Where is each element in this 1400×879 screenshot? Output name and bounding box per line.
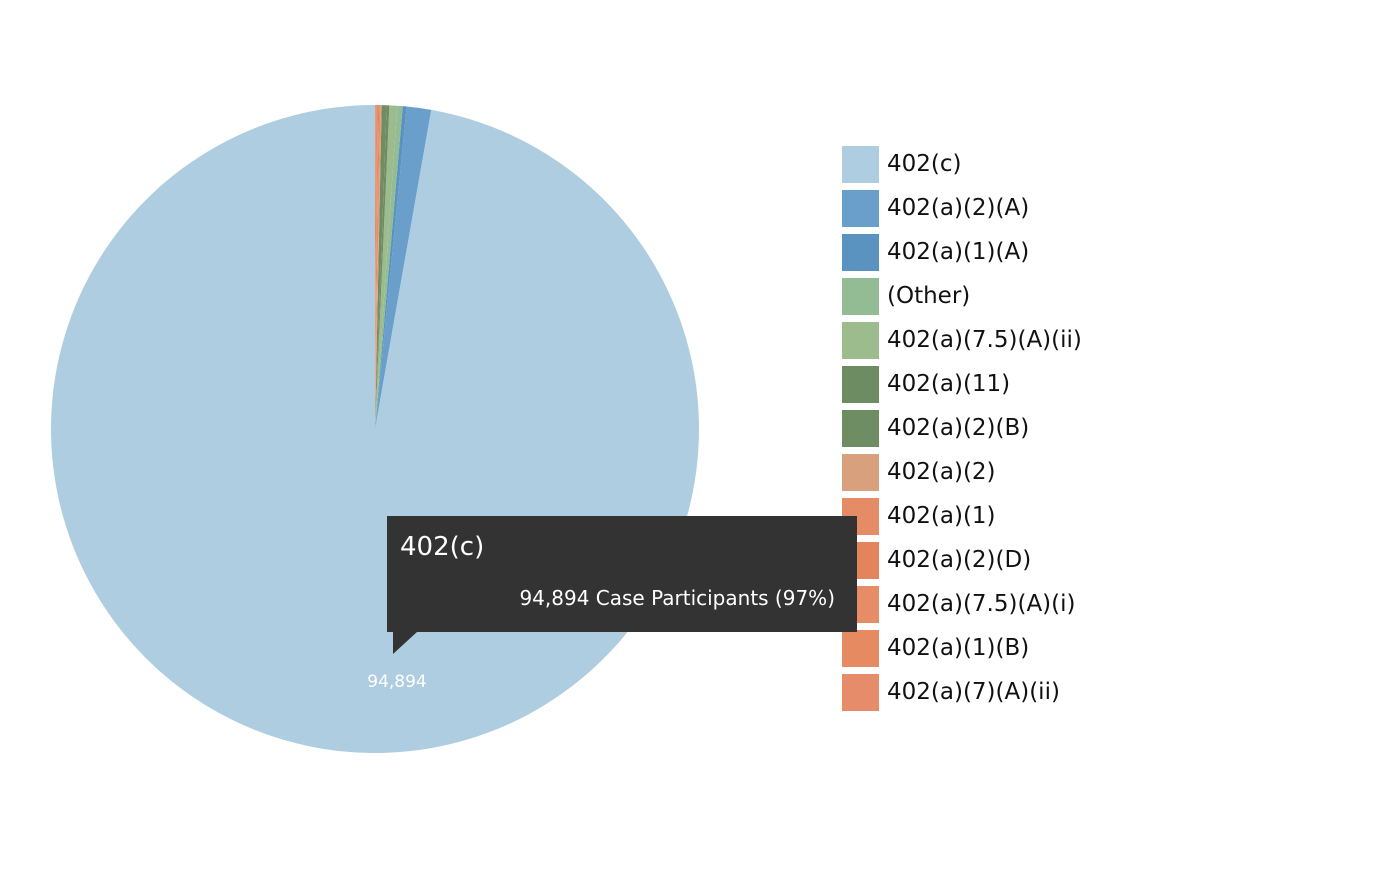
legend-swatch bbox=[842, 234, 879, 271]
legend-label: 402(a)(2)(D) bbox=[887, 547, 1031, 573]
legend-swatch bbox=[842, 366, 879, 403]
legend-swatch bbox=[842, 454, 879, 491]
tooltip-arrow bbox=[393, 632, 417, 654]
legend-item[interactable]: 402(a)(1)(A) bbox=[842, 230, 1082, 274]
legend-item[interactable]: 402(a)(7.5)(A)(ii) bbox=[842, 318, 1082, 362]
legend-item[interactable]: 402(a)(2)(A) bbox=[842, 186, 1082, 230]
legend-item[interactable]: 402(a)(7.5)(A)(i) bbox=[842, 582, 1082, 626]
legend-label: 402(a)(1)(B) bbox=[887, 635, 1029, 661]
legend-swatch bbox=[842, 410, 879, 447]
legend-swatch bbox=[842, 278, 879, 315]
legend-label: 402(a)(2)(A) bbox=[887, 195, 1029, 221]
legend-label: 402(a)(1)(A) bbox=[887, 239, 1029, 265]
legend-swatch bbox=[842, 146, 879, 183]
legend-swatch bbox=[842, 674, 879, 711]
legend-item[interactable]: 402(a)(1) bbox=[842, 494, 1082, 538]
legend-item[interactable]: 402(c) bbox=[842, 142, 1082, 186]
legend-label: 402(a)(1) bbox=[887, 503, 996, 529]
legend-swatch bbox=[842, 190, 879, 227]
legend-label: 402(a)(11) bbox=[887, 371, 1010, 397]
legend: 402(c) 402(a)(2)(A) 402(a)(1)(A) (Other) 402… bbox=[842, 142, 1082, 714]
slice-data-label: 94,894 bbox=[367, 672, 426, 692]
legend-item[interactable]: 402(a)(2)(D) bbox=[842, 538, 1082, 582]
legend-label: 402(a)(2) bbox=[887, 459, 996, 485]
tooltip-title: 402(c) bbox=[400, 532, 484, 562]
tooltip-body: 94,894 Case Participants (97%) bbox=[519, 586, 835, 610]
legend-label: 402(a)(7)(A)(ii) bbox=[887, 679, 1060, 705]
legend-item[interactable]: 402(a)(2) bbox=[842, 450, 1082, 494]
legend-swatch bbox=[842, 630, 879, 667]
legend-label: 402(a)(7.5)(A)(ii) bbox=[887, 327, 1082, 353]
legend-label: 402(a)(2)(B) bbox=[887, 415, 1029, 441]
legend-label: 402(a)(7.5)(A)(i) bbox=[887, 591, 1075, 617]
legend-label: (Other) bbox=[887, 283, 970, 309]
legend-item[interactable]: 402(a)(11) bbox=[842, 362, 1082, 406]
legend-item[interactable]: (Other) bbox=[842, 274, 1082, 318]
legend-item[interactable]: 402(a)(7)(A)(ii) bbox=[842, 670, 1082, 714]
legend-item[interactable]: 402(a)(2)(B) bbox=[842, 406, 1082, 450]
tooltip: 402(c) 94,894 Case Participants (97%) bbox=[387, 516, 857, 632]
legend-item[interactable]: 402(a)(1)(B) bbox=[842, 626, 1082, 670]
legend-swatch bbox=[842, 322, 879, 359]
legend-label: 402(c) bbox=[887, 151, 962, 177]
